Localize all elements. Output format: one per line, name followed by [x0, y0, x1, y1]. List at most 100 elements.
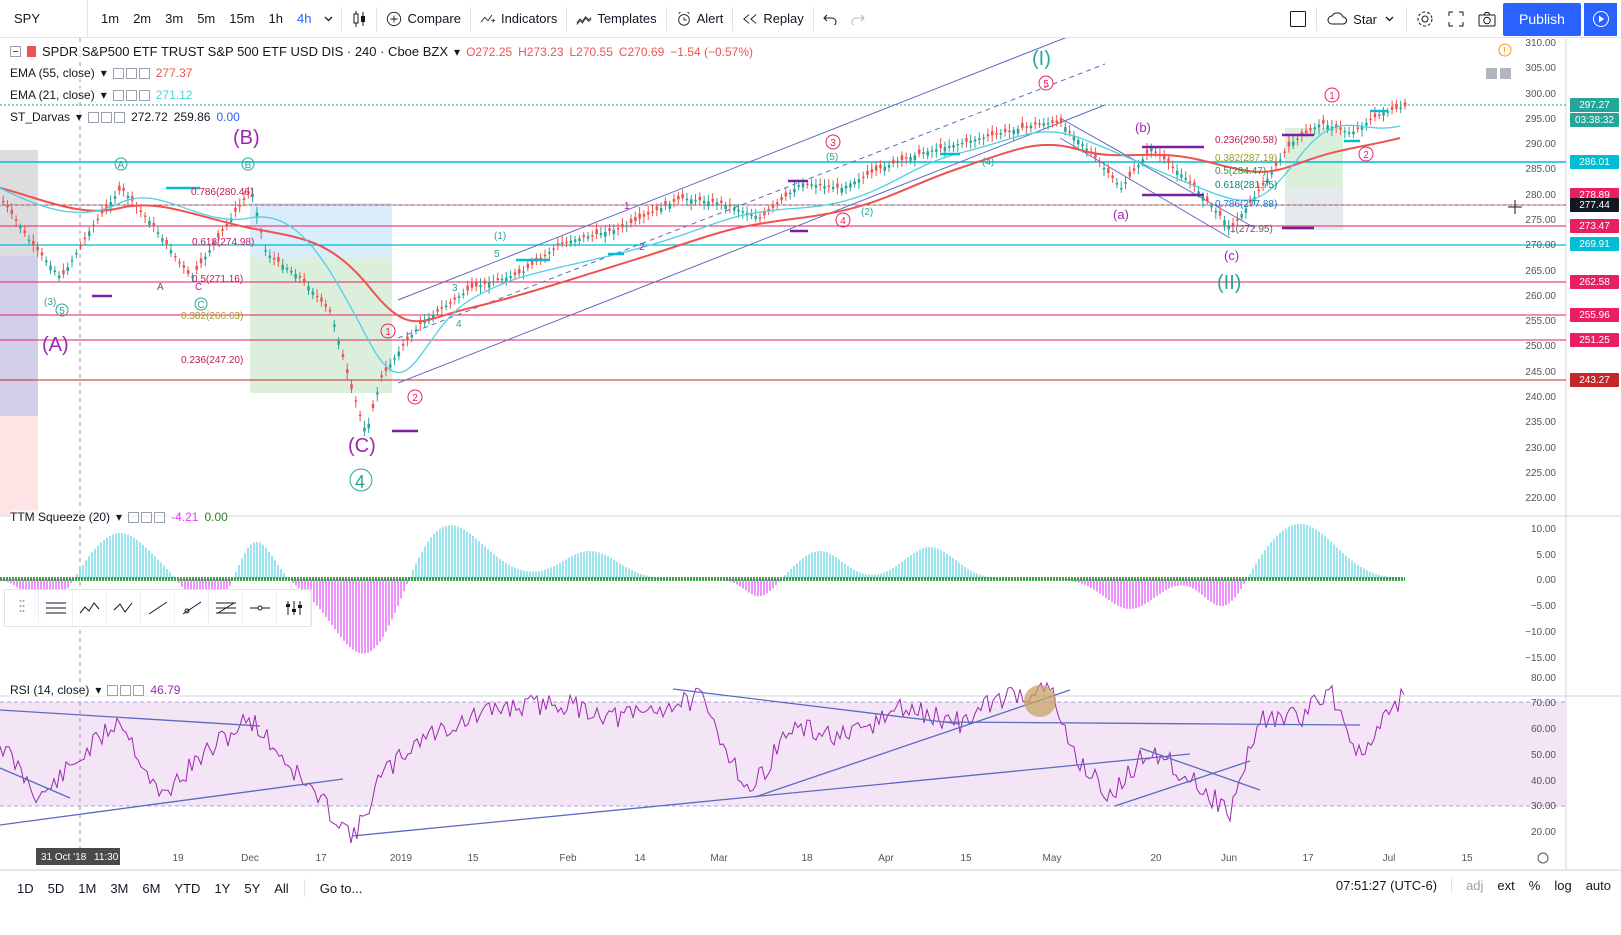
range-6m[interactable]: 6M — [142, 880, 161, 896]
settings-button[interactable] — [1409, 0, 1441, 38]
horizontal-line-icon[interactable] — [243, 590, 277, 626]
candle-body — [1201, 196, 1205, 201]
range-3m[interactable]: 3M — [110, 880, 129, 896]
candle-body — [1240, 214, 1243, 218]
symbol-search[interactable]: SPY — [0, 0, 88, 38]
templates-button[interactable]: Templates — [569, 0, 663, 38]
ext-toggle[interactable]: ext — [1497, 877, 1515, 893]
settings-icon[interactable] — [141, 511, 153, 523]
legend-close: C270.69 — [618, 44, 665, 59]
snapshot-button[interactable] — [1471, 0, 1503, 38]
wave-12345-icon[interactable] — [73, 590, 107, 626]
replay-button[interactable]: Replay — [735, 0, 810, 38]
percent-toggle[interactable]: % — [1528, 877, 1541, 893]
chevron-down-icon[interactable]: ▾ — [116, 510, 123, 524]
chevron-down-icon[interactable]: ▾ — [100, 66, 107, 80]
undo-button[interactable] — [816, 0, 844, 38]
alert-button[interactable]: Alert — [669, 0, 731, 38]
chevron-down-icon[interactable]: ▾ — [95, 683, 102, 697]
interval-15m[interactable]: 15m — [229, 11, 255, 26]
settings-sliders-icon[interactable] — [277, 590, 311, 626]
chevron-down-icon[interactable]: ▾ — [76, 110, 83, 124]
interval-4h[interactable]: 4h — [297, 11, 312, 26]
interval-3m[interactable]: 3m — [165, 11, 184, 26]
price-axis[interactable]: 310.00 305.00 300.00 295.00 290.00 285.0… — [1525, 38, 1556, 504]
range-5y[interactable]: 5Y — [244, 880, 261, 896]
rsi-legend[interactable]: RSI (14, close) ▾ 46.79 — [10, 683, 181, 697]
interval-1h[interactable]: 1h — [268, 11, 284, 26]
eye-icon[interactable] — [112, 89, 124, 101]
close-icon[interactable] — [154, 511, 166, 523]
legend-controls[interactable] — [88, 111, 126, 123]
range-1m[interactable]: 1M — [78, 880, 97, 896]
clock[interactable]: 07:51:27 (UTC-6) — [1335, 877, 1438, 893]
settings-icon[interactable] — [120, 684, 132, 696]
chevron-down-icon[interactable]: ▾ — [100, 88, 107, 102]
interval-dropdown-chevron-icon[interactable] — [318, 0, 339, 38]
candle-body — [505, 277, 508, 282]
redo-button[interactable] — [844, 0, 872, 38]
candle-body — [1343, 130, 1347, 133]
range-all[interactable]: All — [274, 880, 289, 896]
legend-controls[interactable] — [107, 684, 145, 696]
ttm-axis[interactable]: 10.00 5.00 0.00 −5.00 −10.00 −15.00 — [1525, 524, 1556, 664]
legend-controls[interactable] — [128, 511, 166, 523]
interval-2m[interactable]: 2m — [133, 11, 152, 26]
close-icon[interactable] — [138, 89, 150, 101]
fullscreen-button[interactable] — [1441, 0, 1471, 38]
ray-icon[interactable] — [175, 590, 209, 626]
settings-icon[interactable] — [125, 89, 137, 101]
horizontal-lines-icon[interactable] — [39, 590, 73, 626]
candle-body — [1184, 178, 1187, 180]
trend-line-icon[interactable] — [141, 590, 175, 626]
drag-handle-icon[interactable] — [5, 590, 39, 626]
main-series-legend[interactable]: SPDR S&P500 ETF TRUST S&P 500 ETF USD DI… — [10, 44, 753, 59]
price-tick: 305.00 — [1525, 63, 1556, 74]
auto-toggle[interactable]: auto — [1585, 877, 1611, 893]
close-icon[interactable] — [138, 67, 150, 79]
star-button[interactable]: Star — [1319, 0, 1404, 38]
publish-video-button[interactable] — [1583, 2, 1617, 36]
range-1y[interactable]: 1Y — [214, 880, 231, 896]
eye-icon[interactable] — [128, 511, 140, 523]
ttm-legend[interactable]: TTM Squeeze (20) ▾ -4.21 0.00 — [10, 510, 228, 524]
fib-retracement-icon[interactable] — [209, 590, 243, 626]
time-axis[interactable]: 19 Dec 17 2019 15 Feb 14 Mar 18 Apr 15 M… — [172, 853, 1473, 864]
eye-icon[interactable] — [88, 111, 100, 123]
chart-canvas[interactable]: 0.786(280.46) 0.618(274.98) 0.5(271.16) … — [0, 35, 1621, 871]
fullscreen-select-button[interactable] — [1282, 0, 1314, 38]
axis-settings-gear-icon[interactable] — [1537, 852, 1549, 864]
rsi-axis[interactable]: 80.00 70.00 60.00 50.00 40.00 30.00 20.0… — [1531, 673, 1556, 838]
legend-controls[interactable] — [112, 67, 150, 79]
eye-icon[interactable] — [112, 67, 124, 79]
chart-area[interactable]: 0.786(280.46) 0.618(274.98) 0.5(271.16) … — [0, 35, 1621, 871]
chart-type-button[interactable] — [344, 0, 374, 38]
compare-button[interactable]: Compare — [379, 0, 467, 38]
chevron-down-icon[interactable]: ▾ — [454, 44, 461, 59]
ema21-legend[interactable]: EMA (21, close) ▾ 271.12 — [10, 88, 193, 102]
darvas-legend[interactable]: ST_Darvas ▾ 272.72 259.86 0.00 — [10, 110, 240, 124]
publish-button[interactable]: Publish — [1503, 2, 1581, 36]
interval-5m[interactable]: 5m — [197, 11, 216, 26]
settings-icon[interactable] — [101, 111, 113, 123]
ema55-legend[interactable]: EMA (55, close) ▾ 277.37 — [10, 66, 193, 80]
close-icon[interactable] — [133, 684, 145, 696]
candle-body — [1261, 182, 1265, 186]
eye-icon[interactable] — [107, 684, 119, 696]
adj-toggle[interactable]: adj — [1466, 877, 1484, 893]
close-icon[interactable] — [114, 111, 126, 123]
range-1d[interactable]: 1D — [17, 880, 34, 896]
legend-controls[interactable] — [112, 89, 150, 101]
range-ytd[interactable]: YTD — [174, 880, 201, 896]
interval-1m[interactable]: 1m — [101, 11, 120, 26]
goto-date-button[interactable]: Go to... — [319, 880, 363, 896]
settings-icon[interactable] — [125, 67, 137, 79]
collapse-icon[interactable] — [10, 46, 21, 57]
candle-body — [83, 237, 87, 240]
range-5d[interactable]: 5D — [47, 880, 65, 896]
candle-body — [307, 286, 310, 291]
wave-abc-icon[interactable] — [107, 590, 141, 626]
indicators-button[interactable]: Indicators — [473, 0, 564, 38]
log-toggle[interactable]: log — [1554, 877, 1572, 893]
